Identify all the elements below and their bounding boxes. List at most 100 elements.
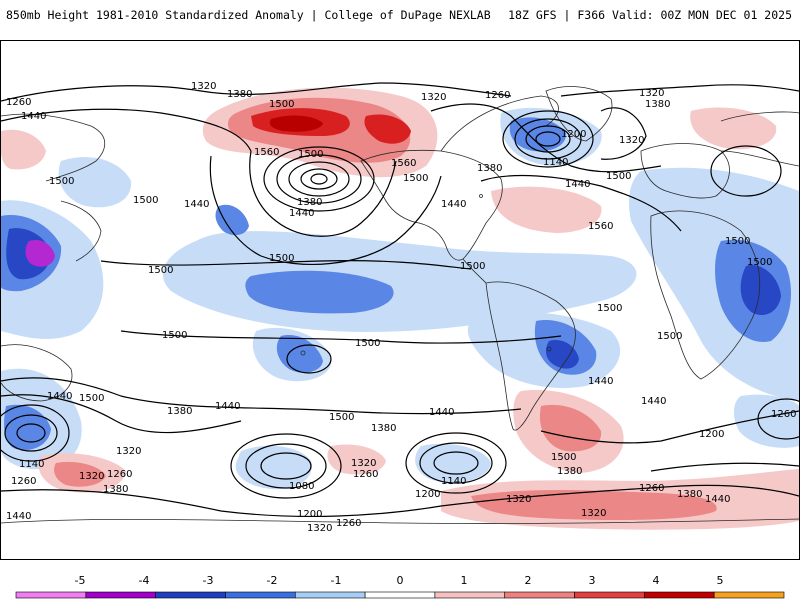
contour-label: 1320 [421,92,446,103]
contour-label: 1500 [725,236,750,247]
contour-label-group: 1320 1380 1320 1260 1320 1380 1260 1440 … [6,81,796,534]
run-info: 18Z GFS | F366 Valid: 00Z MON DEC 01 202… [508,8,792,22]
colorbar-tick-label: 5 [716,574,724,587]
colorbar-tick-label: 1 [460,574,468,587]
colorbar-swatch [155,591,226,599]
colorbar-swatch [364,591,436,599]
contour-label: 1260 [485,90,510,101]
contour-label: 1320 [351,458,376,469]
colorbar-swatch [85,591,156,599]
pos-anomaly-core [269,115,323,132]
contour-label: 1500 [269,253,294,264]
contour-label: 1440 [215,401,240,412]
contour-label: 1260 [639,483,664,494]
neg-anomaly-core [740,265,781,316]
contour-label: 1440 [429,407,454,418]
colorbar-swatches [15,591,785,599]
colorbar-tick-label: -3 [202,574,214,587]
contour-label: 1500 [355,338,380,349]
contour-label: 1380 [103,484,128,495]
contour-label: 1500 [133,195,158,206]
contour-label: 1500 [269,99,294,110]
contour-label: 1140 [543,157,568,168]
contour-label: 1380 [677,489,702,500]
neg-anomaly-area [733,394,799,448]
contour-label: 1500 [79,393,104,404]
contour-label: 1320 [619,135,644,146]
contour-label: 1260 [771,409,796,420]
contour-label: 1440 [588,376,613,387]
contour-label: 1380 [167,406,192,417]
colorbar-tick-label: -4 [138,574,150,587]
contour-label: 1380 [477,163,502,174]
contour-label: 1500 [148,265,173,276]
colorbar-swatch [574,591,645,599]
height-contours [1,82,799,518]
pos-anomaly-area [54,461,106,487]
contour-label: 1440 [47,391,72,402]
contour-label: 1500 [606,171,631,182]
contour-label: 1320 [307,523,332,534]
neg-anomaly-area [245,270,394,314]
contour-label: 1200 [561,129,586,140]
contour-label: 1440 [641,396,666,407]
contour-label: 1440 [705,494,730,505]
map-title: 850mb Height 1981-2010 Standardized Anom… [6,8,491,22]
neg-anomaly-area [415,443,491,483]
colorbar-swatch [294,591,366,599]
contour-label: 1320 [191,81,216,92]
contour-label: 1320 [639,88,664,99]
contour-label: 1440 [184,199,209,210]
coastlines [1,86,799,524]
contour-label: 1500 [597,303,622,314]
pos-anomaly-area [491,186,602,233]
contour-label: 1500 [162,330,187,341]
contour-label: 1140 [19,459,44,470]
contour-label: 1440 [441,199,466,210]
contour-label: 1500 [49,176,74,187]
colorbar-swatch [504,591,575,599]
contour-label: 1320 [581,508,606,519]
colorbar: -5 -4 -3 -2 -1 0 1 2 3 4 5 [0,570,800,600]
contour-label: 1140 [441,476,466,487]
contour-label: 1380 [297,197,322,208]
contour-label: 1080 [289,481,314,492]
contour-label: 1560 [254,147,279,158]
contour-label: 1380 [645,99,670,110]
pos-anomaly-core [364,114,411,144]
contour-label: 1500 [329,412,354,423]
contour-label: 1440 [21,111,46,122]
contour-label: 1200 [415,489,440,500]
colorbar-tick-label: 2 [524,574,532,587]
colorbar-tick-label: -5 [74,574,86,587]
neg-anomaly-area [58,157,132,208]
pos-anomaly-area [471,489,717,521]
colorbar-swatch [15,591,87,599]
contour-label: 1260 [6,97,31,108]
contour-label: 1500 [747,257,772,268]
contour-label: 1320 [116,446,141,457]
contour-label: 1260 [336,518,361,529]
colorbar-swatch [644,591,715,599]
contour-label: 1560 [391,158,416,169]
contour-label: 1320 [79,471,104,482]
colorbar-tick-label: 0 [396,574,404,587]
contour-label: 1260 [353,469,378,480]
contour-label: 1320 [506,494,531,505]
colorbar-tick-label: -1 [330,574,342,587]
contour-label: 1500 [657,331,682,342]
pos-anomaly-area [690,107,777,150]
contour-label: 1500 [551,452,576,463]
anomaly-map: 1320 1380 1320 1260 1320 1380 1260 1440 … [0,40,800,560]
neg-anomaly-core [545,340,579,369]
colorbar-tick-label: 4 [652,574,660,587]
contour-label: 1200 [297,509,322,520]
contour-label: 1440 [289,208,314,219]
contour-label: 1380 [557,466,582,477]
contour-label: 1380 [227,89,252,100]
map-header: 850mb Height 1981-2010 Standardized Anom… [0,0,800,30]
pos-anomaly-area [327,444,386,475]
neg-anomaly-area [215,204,249,236]
colorbar-tick-label: -2 [266,574,278,587]
colorbar-tick-label: 3 [588,574,596,587]
